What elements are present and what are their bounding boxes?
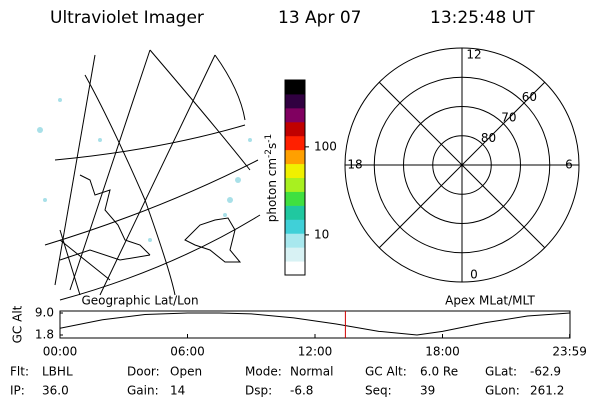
colorbar-segment bbox=[285, 135, 305, 151]
altitude-line bbox=[59, 312, 571, 336]
y-tick-label: 1.8 bbox=[35, 328, 54, 342]
colorbar-segment bbox=[285, 107, 305, 123]
mlt-spoke bbox=[378, 164, 463, 249]
mlt-label: 18 bbox=[347, 158, 362, 172]
field-label: Seq: bbox=[365, 384, 392, 398]
colorbar-segment bbox=[285, 93, 305, 109]
colorbar-segment bbox=[285, 233, 305, 248]
field-label: Mode: bbox=[245, 365, 282, 379]
field-label: GLon: bbox=[485, 384, 520, 398]
colorbar-segment bbox=[285, 80, 305, 95]
x-tick-label: 18:00 bbox=[425, 345, 460, 359]
field-label: Flt: bbox=[10, 365, 29, 379]
colorbar-segment bbox=[285, 247, 305, 262]
field-value: Normal bbox=[290, 365, 333, 379]
geo-title: Geographic Lat/Lon bbox=[81, 294, 198, 308]
colorbar-segment bbox=[285, 219, 305, 234]
field-value: LBHL bbox=[42, 365, 73, 379]
field-value: 36.0 bbox=[42, 384, 69, 398]
colorbar-segment bbox=[285, 121, 305, 137]
aurora-dots bbox=[37, 98, 252, 242]
label-exp: -2 bbox=[264, 149, 274, 158]
x-tick-label: 06:00 bbox=[170, 345, 205, 359]
x-tick-label: 23:59 bbox=[552, 345, 587, 359]
colorbar-label: photon cm-2s-1 bbox=[264, 134, 279, 223]
field-value: -62.9 bbox=[530, 365, 561, 379]
altitude-label: GC Alt bbox=[11, 305, 25, 343]
field-value: 39 bbox=[420, 384, 435, 398]
mlt-spoke bbox=[461, 81, 546, 166]
geo-map bbox=[44, 49, 261, 301]
mlt-spoke bbox=[461, 164, 546, 249]
field-label: GC Alt: bbox=[365, 365, 407, 379]
x-tick-label: 12:00 bbox=[298, 345, 333, 359]
colorbar-segment bbox=[285, 205, 305, 220]
colorbar-segment bbox=[285, 191, 305, 206]
colorbar-segment bbox=[285, 261, 305, 276]
field-value: -6.8 bbox=[290, 384, 313, 398]
mlt-label: 6 bbox=[565, 158, 573, 172]
field-label: Dsp: bbox=[245, 384, 272, 398]
field-label: Gain: bbox=[127, 384, 159, 398]
time: 13:25:48 UT bbox=[430, 8, 535, 28]
field-label: Door: bbox=[127, 365, 160, 379]
field-value: Open bbox=[170, 365, 202, 379]
label-unit: s bbox=[265, 143, 279, 149]
colorbar-segment bbox=[285, 149, 305, 165]
field-label: IP: bbox=[10, 384, 25, 398]
mlt-spoke bbox=[378, 81, 463, 166]
y-tick-label: 9.0 bbox=[35, 306, 54, 320]
x-tick-label: 00:00 bbox=[43, 345, 78, 359]
mlt-label: 0 bbox=[470, 268, 478, 282]
colorbar-frame bbox=[284, 79, 306, 276]
field-value: 6.0 Re bbox=[420, 365, 458, 379]
colorbar-tick-label: 100 bbox=[314, 139, 337, 153]
field-label: GLat: bbox=[485, 365, 517, 379]
mlt-label: 12 bbox=[466, 48, 481, 62]
instrument: Ultraviolet Imager bbox=[50, 8, 204, 28]
field-value: 261.2 bbox=[530, 384, 564, 398]
field-value: 14 bbox=[170, 384, 185, 398]
label-exp: -1 bbox=[264, 134, 274, 143]
date: 13 Apr 07 bbox=[278, 8, 361, 28]
altitude-frame bbox=[59, 310, 571, 339]
colorbar-tick-label: 10 bbox=[314, 227, 329, 241]
colorbar-segment bbox=[285, 163, 305, 178]
polar-title: Apex MLat/MLT bbox=[445, 294, 535, 308]
label-text: photon cm bbox=[265, 158, 279, 222]
colorbar-segment bbox=[285, 177, 305, 192]
